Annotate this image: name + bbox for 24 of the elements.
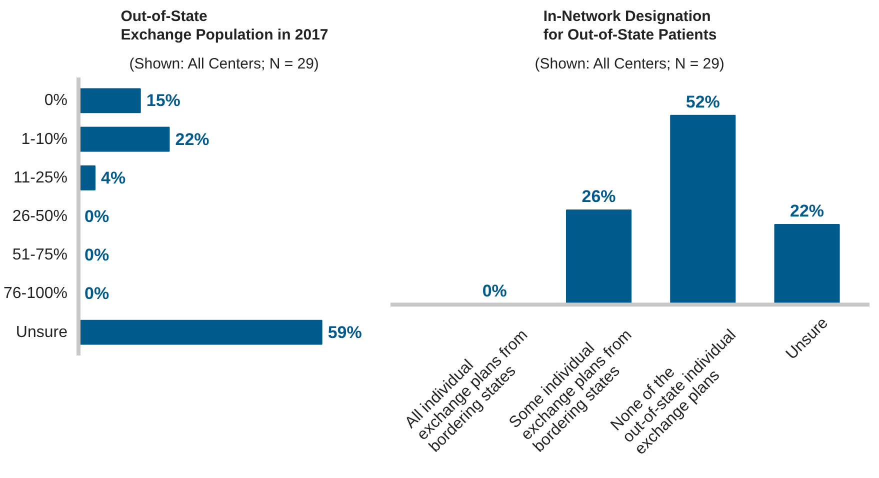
y-tick-label: 1-10% [21, 130, 68, 148]
y-tick-label: 11-25% [14, 169, 68, 186]
y-tick-label: 51-75% [12, 246, 68, 264]
data-label: 0% [84, 284, 110, 304]
data-label: 0% [84, 207, 110, 226]
y-tick-label: 0% [44, 92, 68, 110]
chart-title: Out-of-State Exchange Population in 2017 [120, 8, 328, 44]
bar [78, 320, 322, 345]
data-label: 0% [84, 246, 110, 265]
bar [78, 88, 141, 114]
data-label: 15% [146, 91, 180, 110]
chart-subtitle: (Shown: All Centers; N = 29) [129, 56, 319, 72]
bar [78, 126, 170, 152]
data-label: 52% [686, 92, 720, 112]
y-tick-label: 76-100% [3, 285, 68, 302]
data-label: 4% [100, 168, 126, 188]
data-label: 22% [175, 130, 210, 149]
chart-title: In-Network Designation for Out-of-State Patients [543, 8, 717, 44]
data-label: 26% [582, 186, 616, 206]
y-tick-label: 26-50% [12, 208, 68, 225]
data-label: 0% [482, 282, 507, 301]
chart-subtitle: (Shown: All Centers; N = 29) [534, 56, 724, 72]
data-label: 59% [328, 322, 362, 342]
data-label: 22% [790, 202, 824, 221]
